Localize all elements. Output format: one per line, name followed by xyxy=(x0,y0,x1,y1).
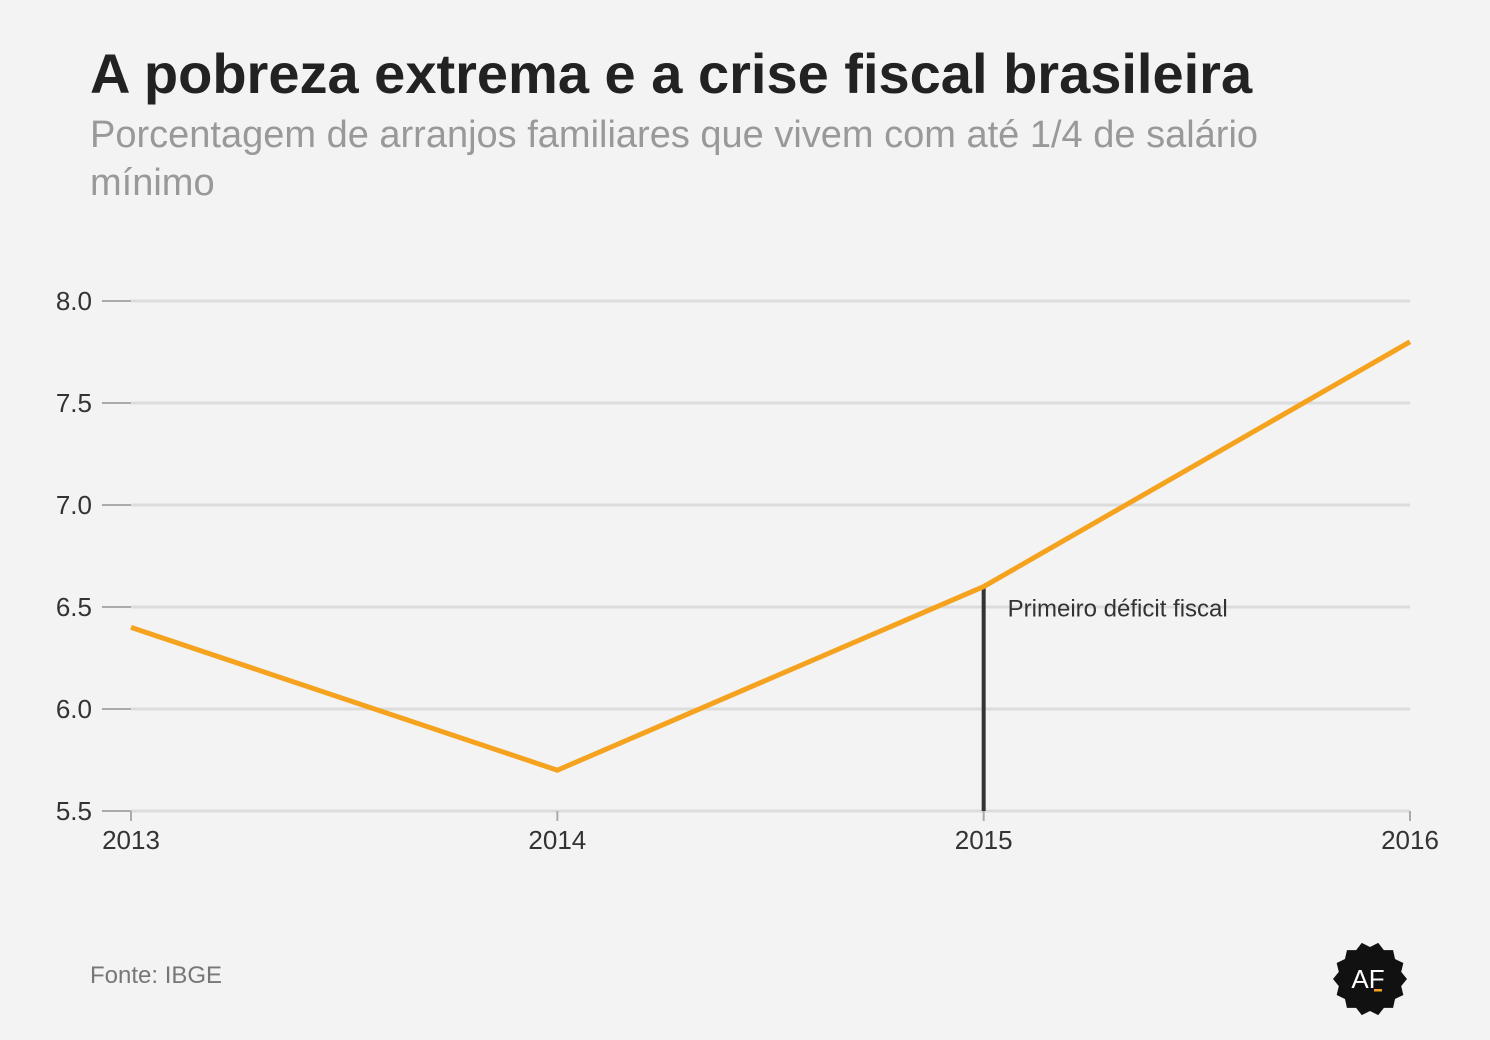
y-tick-label: 5.5 xyxy=(56,796,92,826)
axis-layer: 5.5 6.0 6.5 7.0 7.5 8.0 2013 2014 2015 2016 xyxy=(56,286,1439,855)
x-tick-label: 2014 xyxy=(528,825,586,855)
grid-layer xyxy=(131,299,1410,813)
y-tick-label: 6.5 xyxy=(56,592,92,622)
series-line xyxy=(130,339,1412,773)
x-tick-label: 2016 xyxy=(1381,825,1439,855)
logo-icon: AF xyxy=(1333,942,1407,1016)
x-tick-label: 2015 xyxy=(955,825,1013,855)
y-tick-label: 7.5 xyxy=(56,388,92,418)
y-tick-label: 8.0 xyxy=(56,286,92,316)
chart-subtitle: Porcentagem de arranjos familiares que v… xyxy=(90,114,1259,204)
annotation-layer: Primeiro déficit fiscal xyxy=(981,586,1228,811)
annotation-label: Primeiro déficit fiscal xyxy=(1008,596,1228,623)
source-note: Fonte: IBGE xyxy=(90,962,223,989)
y-tick-label: 7.0 xyxy=(56,490,92,520)
chart-title: A pobreza extrema e a crise fiscal brasi… xyxy=(90,42,1253,105)
series-layer xyxy=(130,339,1412,773)
y-tick-label: 6.0 xyxy=(56,694,92,724)
x-tick-label: 2013 xyxy=(102,825,160,855)
